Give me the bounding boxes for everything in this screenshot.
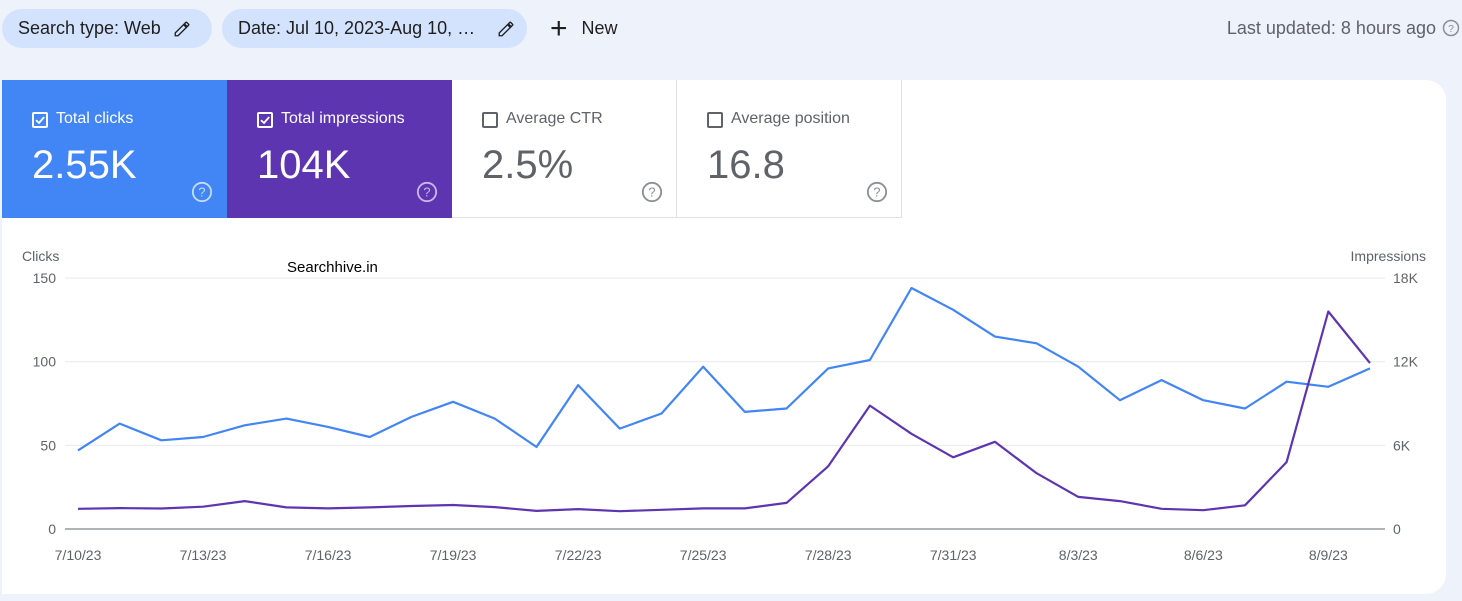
y-left-tick-label: 0	[48, 521, 56, 537]
checkbox-checked-icon[interactable]	[32, 112, 48, 128]
y-right-tick-label: 18K	[1393, 270, 1419, 286]
new-filter-label: New	[581, 18, 618, 38]
x-tick-label: 8/6/23	[1184, 547, 1223, 563]
y-right-tick-label: 12K	[1393, 354, 1419, 370]
search-type-chip[interactable]: Search type: Web	[2, 9, 212, 48]
date-range-chip[interactable]: Date: Jul 10, 2023-Aug 10, 2…	[222, 9, 527, 48]
x-tick-label: 7/25/23	[680, 547, 727, 563]
metric-label: Total impressions	[281, 110, 405, 127]
svg-text:?: ?	[873, 185, 880, 200]
y-left-tick-label: 50	[40, 437, 56, 453]
x-tick-label: 7/28/23	[805, 547, 852, 563]
x-tick-label: 7/10/23	[55, 547, 102, 563]
last-updated-text: Last updated: 8 hours ago	[1226, 18, 1436, 38]
x-tick-label: 8/3/23	[1059, 547, 1098, 563]
metric-value: 16.8	[707, 143, 785, 187]
metric-card-average-position[interactable]: Average position 16.8 ?	[677, 80, 902, 218]
svg-text:?: ?	[1448, 23, 1454, 35]
x-tick-label: 8/9/23	[1309, 547, 1348, 563]
edit-pencil-icon	[498, 21, 514, 36]
metric-label: Average position	[731, 110, 850, 127]
new-filter-button[interactable]: + New	[550, 9, 618, 48]
y-right-tick-label: 6K	[1393, 437, 1411, 453]
help-icon[interactable]: ?	[416, 181, 438, 203]
series-line-clicks	[77, 286, 1371, 452]
help-icon[interactable]: ?	[191, 181, 213, 203]
metric-value: 2.5%	[482, 143, 574, 187]
x-tick-label: 7/13/23	[180, 547, 227, 563]
metric-value: 2.55K	[32, 143, 137, 187]
metric-label: Average CTR	[506, 110, 603, 127]
x-tick-label: 7/19/23	[430, 547, 477, 563]
checkbox-unchecked-icon[interactable]	[482, 112, 498, 128]
metric-label: Total clicks	[56, 110, 134, 127]
y-left-tick-label: 100	[33, 354, 57, 370]
series-line-impressions	[77, 310, 1371, 513]
help-icon[interactable]: ?	[641, 181, 663, 203]
edit-pencil-icon	[174, 21, 190, 36]
svg-text:?: ?	[198, 185, 205, 200]
y-left-axis-label: Clicks	[22, 248, 59, 264]
watermark-text: Searchhive.in	[287, 259, 378, 276]
metric-value: 104K	[257, 143, 351, 187]
checkbox-checked-icon[interactable]	[257, 112, 273, 128]
svg-text:?: ?	[423, 185, 430, 200]
y-right-axis-label: Impressions	[1351, 248, 1426, 264]
metric-card-total-impressions[interactable]: Total impressions 104K ?	[227, 80, 452, 218]
y-left-tick-label: 150	[33, 270, 57, 286]
help-icon[interactable]: ?	[1442, 19, 1460, 37]
x-tick-label: 7/22/23	[555, 547, 602, 563]
metric-card-total-clicks[interactable]: Total clicks 2.55K ?	[2, 80, 227, 218]
help-icon[interactable]: ?	[866, 181, 888, 203]
x-tick-label: 7/31/23	[930, 547, 977, 563]
x-tick-label: 7/16/23	[305, 547, 352, 563]
metric-card-average-ctr[interactable]: Average CTR 2.5% ?	[452, 80, 677, 218]
y-right-tick-label: 0	[1393, 521, 1401, 537]
checkbox-unchecked-icon[interactable]	[707, 112, 723, 128]
plus-icon: +	[550, 11, 568, 45]
svg-text:?: ?	[648, 185, 655, 200]
